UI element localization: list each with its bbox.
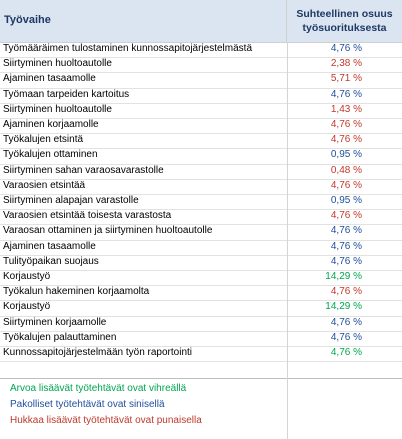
share-value-cell[interactable]: 4,76 % bbox=[330, 347, 362, 358]
share-value-cell[interactable]: 2,38 % bbox=[330, 58, 362, 70]
row-gridline bbox=[0, 254, 402, 256]
header-share-label: Suhteellinen osuus työsuorituksesta bbox=[287, 7, 402, 35]
share-value-cell[interactable]: 4,76 % bbox=[330, 331, 362, 343]
task-name-cell[interactable]: Siirtyminen korjaamolle bbox=[3, 316, 107, 328]
table-row[interactable]: Siirtyminen huoltoautolle 2,38 % bbox=[0, 57, 402, 72]
share-value-cell[interactable]: 4,76 % bbox=[330, 179, 362, 191]
row-gridline bbox=[0, 239, 402, 241]
legend-item: Hukkaa lisäävät työtehtävät ovat punaise… bbox=[10, 415, 202, 427]
table-row[interactable]: Työkalujen palauttaminen 4,76 % bbox=[0, 331, 402, 346]
row-gridline bbox=[0, 285, 402, 287]
row-gridline bbox=[0, 148, 402, 150]
table-row[interactable]: Korjaustyö 14,29 % bbox=[0, 300, 402, 315]
share-value-cell[interactable]: 4,76 % bbox=[330, 286, 362, 298]
table-row[interactable]: Varaosien etsintää 4,76 % bbox=[0, 179, 402, 194]
table-row[interactable]: Siirtyminen sahan varaosavarastolle 0,48 … bbox=[0, 164, 402, 179]
legend-item: Arvoa lisäävät työtehtävät ovat vihreäll… bbox=[10, 383, 187, 395]
row-gridline bbox=[0, 209, 402, 211]
row-gridline bbox=[0, 72, 402, 74]
share-value-cell[interactable]: 14,29 % bbox=[325, 271, 362, 282]
task-name-cell[interactable]: Siirtyminen huoltoautolle bbox=[3, 103, 112, 115]
task-name-cell[interactable]: Korjaustyö bbox=[3, 301, 51, 313]
task-name-cell[interactable]: Työkalun hakeminen korjaamolta bbox=[3, 286, 150, 298]
share-value-cell[interactable]: 4,76 % bbox=[330, 255, 362, 267]
share-value-cell[interactable]: 5,71 % bbox=[330, 73, 362, 85]
row-gridline bbox=[0, 163, 402, 165]
task-name-cell[interactable]: Työmaan tarpeiden kartoitus bbox=[3, 88, 130, 100]
task-name-cell[interactable]: Korjaustyö bbox=[3, 271, 51, 282]
task-name-cell[interactable]: Työkalujen palauttaminen bbox=[3, 331, 117, 343]
task-name-cell[interactable]: Siirtyminen sahan varaosavarastolle bbox=[3, 164, 164, 176]
table-row[interactable]: Korjaustyö 14,29 % bbox=[0, 270, 402, 285]
task-name-cell[interactable]: Siirtyminen huoltoautolle bbox=[3, 58, 112, 70]
table-row[interactable]: Työkalujen etsintä 4,76 % bbox=[0, 133, 402, 148]
row-gridline bbox=[0, 118, 402, 119]
share-value-cell[interactable]: 4,76 % bbox=[330, 43, 362, 54]
table-row[interactable]: Työkalujen ottaminen 0,95 % bbox=[0, 148, 402, 163]
share-value-cell[interactable]: 4,76 % bbox=[330, 134, 362, 146]
share-value-cell[interactable]: 4,76 % bbox=[330, 225, 362, 237]
task-name-cell[interactable]: Tulityöpaikan suojaus bbox=[3, 255, 99, 267]
header-task-label: Työvaihe bbox=[4, 14, 51, 26]
share-value-cell[interactable]: 4,76 % bbox=[330, 119, 362, 130]
legend-item: Pakolliset työtehtävät ovat sinisellä bbox=[10, 399, 165, 411]
header-cell-task[interactable]: Työvaihe bbox=[0, 0, 287, 42]
task-name-cell[interactable]: Ajaminen tasaamolle bbox=[3, 73, 96, 85]
row-gridline bbox=[0, 224, 402, 226]
column-divider bbox=[287, 42, 288, 439]
table-row[interactable]: Tulityöpaikan suojaus 4,76 % bbox=[0, 255, 402, 270]
share-value-cell[interactable]: 14,29 % bbox=[325, 301, 362, 313]
share-value-cell[interactable]: 0,95 % bbox=[330, 195, 362, 206]
header-cell-share[interactable]: Suhteellinen osuus työsuorituksesta bbox=[287, 0, 402, 42]
share-value-cell[interactable]: 4,76 % bbox=[330, 316, 362, 328]
share-value-cell[interactable]: 4,76 % bbox=[330, 88, 362, 100]
table-row[interactable]: Varaosan ottaminen ja siirtyminen huolto… bbox=[0, 224, 402, 239]
task-name-cell[interactable]: Ajaminen korjaamolle bbox=[3, 119, 99, 130]
share-value-cell[interactable]: 4,76 % bbox=[330, 210, 362, 222]
table-row[interactable]: Työkalun hakeminen korjaamolta 4,76 % bbox=[0, 285, 402, 300]
task-name-cell[interactable]: Varaosien etsintää bbox=[3, 179, 86, 191]
table-row[interactable]: Ajaminen tasaamolle 5,71 % bbox=[0, 72, 402, 87]
table-row[interactable]: Ajaminen korjaamolle 4,76 % bbox=[0, 118, 402, 133]
task-name-cell[interactable]: Ajaminen tasaamolle bbox=[3, 240, 96, 252]
share-value-cell[interactable]: 0,48 % bbox=[330, 164, 362, 176]
row-gridline bbox=[0, 102, 402, 104]
row-gridline bbox=[0, 57, 402, 59]
row-gridline bbox=[0, 346, 402, 347]
header-share-line1: Suhteellinen osuus bbox=[296, 8, 393, 20]
table-header: Työvaihe Suhteellinen osuus työsuorituks… bbox=[0, 0, 402, 43]
table-row[interactable]: Ajaminen tasaamolle 4,76 % bbox=[0, 240, 402, 255]
task-name-cell[interactable]: Varaosan ottaminen ja siirtyminen huolto… bbox=[3, 225, 213, 237]
row-gridline bbox=[0, 133, 402, 135]
task-name-cell[interactable]: Työmääräimen tulostaminen kunnossapitojä… bbox=[3, 43, 253, 54]
share-value-cell[interactable]: 1,43 % bbox=[330, 103, 362, 115]
task-name-cell[interactable]: Työkalujen ottaminen bbox=[3, 149, 98, 161]
row-gridline bbox=[0, 361, 402, 363]
table-row[interactable]: Varaosien etsintää toisesta varastosta 4,… bbox=[0, 209, 402, 224]
header-share-line2: työsuorituksesta bbox=[302, 22, 387, 34]
table-row[interactable]: Työmääräimen tulostaminen kunnossapitojä… bbox=[0, 42, 402, 57]
task-name-cell[interactable]: Siirtyminen alapajan varastolle bbox=[3, 195, 139, 206]
table-row[interactable]: Työmaan tarpeiden kartoitus 4,76 % bbox=[0, 88, 402, 103]
task-name-cell[interactable]: Varaosien etsintää toisesta varastosta bbox=[3, 210, 172, 222]
task-name-cell[interactable]: Työkalujen etsintä bbox=[3, 134, 84, 146]
row-gridline bbox=[0, 87, 402, 89]
row-gridline bbox=[0, 330, 402, 332]
row-gridline bbox=[0, 194, 402, 195]
legend-divider bbox=[0, 378, 402, 380]
share-value-cell[interactable]: 0,95 % bbox=[330, 149, 362, 161]
row-gridline bbox=[0, 270, 402, 271]
table-row[interactable]: Siirtyminen huoltoautolle 1,43 % bbox=[0, 103, 402, 118]
row-gridline bbox=[0, 300, 402, 302]
row-gridline bbox=[0, 178, 402, 180]
row-gridline bbox=[0, 315, 402, 317]
table-row[interactable]: Siirtyminen alapajan varastolle 0,95 % bbox=[0, 194, 402, 209]
task-name-cell[interactable]: Kunnossapitojärjestelmään työn raportoin… bbox=[3, 347, 192, 358]
share-value-cell[interactable]: 4,76 % bbox=[330, 240, 362, 252]
table-row[interactable]: Siirtyminen korjaamolle 4,76 % bbox=[0, 316, 402, 331]
table-row[interactable]: Kunnossapitojärjestelmään työn raportoin… bbox=[0, 346, 402, 361]
